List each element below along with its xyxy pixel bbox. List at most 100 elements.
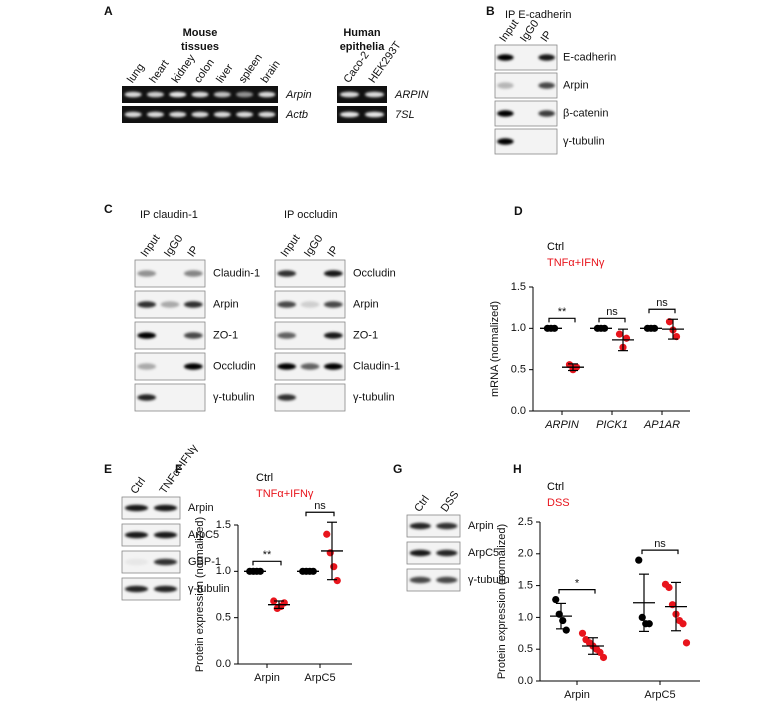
gel-band	[124, 91, 142, 98]
panel-title: IP claudin-1	[140, 209, 198, 221]
y-tick-label: 1.0	[518, 611, 533, 623]
data-point	[326, 549, 334, 557]
y-tick-label: 1.5	[216, 519, 231, 531]
row-label: Arpin	[285, 89, 312, 101]
y-tick-label: 2.0	[518, 548, 533, 560]
legend-entry: TNFα+IFNγ	[256, 488, 314, 500]
x-tick-label: Arpin	[254, 672, 280, 684]
band	[153, 531, 178, 539]
gel-band	[340, 111, 359, 118]
data-point	[599, 653, 608, 662]
band	[538, 82, 555, 89]
lane-label: DSS	[439, 489, 462, 514]
row-label: Occludin	[213, 360, 256, 372]
band	[137, 363, 157, 370]
band	[300, 363, 320, 370]
lane-label: Ctrl	[412, 493, 432, 514]
x-tick-label: ArpC5	[304, 672, 335, 684]
data-point	[645, 620, 653, 628]
significance-bracket	[648, 308, 676, 314]
panel-label: A	[104, 4, 113, 18]
panel-label: F	[175, 462, 182, 476]
gel-band	[191, 111, 209, 118]
panel-label: C	[104, 202, 113, 216]
significance-bracket	[598, 317, 626, 323]
significance-bracket	[548, 317, 576, 323]
band	[124, 585, 149, 593]
band	[184, 363, 203, 370]
band	[409, 522, 431, 530]
row-label: β-catenin	[563, 107, 608, 119]
lane-label: heart	[147, 58, 171, 85]
data-point	[672, 333, 681, 341]
row-label: Arpin	[213, 298, 239, 310]
band	[300, 301, 320, 308]
gel-band	[124, 111, 142, 118]
legend-entry: Ctrl	[547, 241, 564, 253]
blot	[406, 568, 461, 592]
row-label: 7SL	[395, 109, 415, 121]
band	[277, 301, 296, 308]
band	[324, 363, 343, 370]
band	[436, 549, 458, 557]
data-point	[665, 583, 673, 592]
gel-band	[258, 91, 276, 98]
lane-label: IgG0	[302, 233, 326, 259]
lane-label: IP	[539, 29, 555, 44]
legend-entry: TNFα+IFNγ	[547, 257, 605, 269]
lane-label: IgG0	[518, 18, 542, 44]
significance-label: **	[263, 549, 272, 561]
row-label: Arpin	[188, 502, 214, 514]
lane-label: Input	[497, 17, 521, 44]
panel-label: H	[513, 462, 522, 476]
blot	[406, 514, 461, 538]
band	[153, 504, 178, 512]
significance-label: *	[575, 577, 580, 589]
row-label: Occludin	[353, 267, 396, 279]
significance-label: ns	[606, 306, 618, 318]
row-label: ZO-1	[213, 329, 238, 341]
data-point	[578, 629, 587, 637]
blot	[121, 496, 181, 520]
significance-bracket	[305, 511, 335, 517]
lane-label: IP	[185, 244, 201, 259]
panel-label: E	[104, 462, 112, 476]
gel-band	[146, 111, 164, 118]
gel-band	[146, 91, 164, 98]
row-label: GBP-1	[188, 556, 221, 568]
band	[124, 504, 149, 512]
group-title: Human	[343, 27, 381, 39]
lane-label: lung	[125, 61, 147, 85]
band	[137, 301, 157, 308]
panel-title: IP occludin	[284, 209, 338, 221]
lane-label: brain	[259, 58, 283, 85]
row-label: ArpC5	[468, 547, 499, 559]
significance-label: ns	[656, 297, 668, 309]
significance-bracket	[252, 560, 282, 566]
panel-label: D	[514, 204, 523, 218]
row-label: γ-tubulin	[188, 583, 230, 595]
row-label: E-cadherin	[563, 51, 616, 63]
gel	[337, 106, 387, 123]
band	[277, 363, 296, 370]
data-point	[622, 334, 631, 342]
legend-entry: Ctrl	[547, 481, 564, 493]
blot	[121, 577, 181, 601]
gel-band	[191, 91, 209, 98]
data-point	[270, 597, 278, 605]
data-point	[280, 599, 288, 607]
gel-band	[213, 111, 231, 118]
data-point	[596, 648, 604, 656]
y-tick-label: 0.5	[216, 612, 231, 624]
y-tick-label: 2.5	[518, 516, 533, 528]
band	[324, 270, 343, 277]
row-label: Claudin-1	[213, 267, 260, 279]
gel-band	[169, 91, 187, 98]
y-tick-label: 1.5	[518, 580, 533, 592]
band	[137, 332, 157, 339]
y-tick-label: 1.5	[511, 281, 526, 293]
data-point	[330, 563, 338, 571]
y-tick-label: 1.0	[511, 322, 526, 334]
row-label: γ-tubulin	[353, 391, 395, 403]
gel-band	[340, 91, 359, 98]
